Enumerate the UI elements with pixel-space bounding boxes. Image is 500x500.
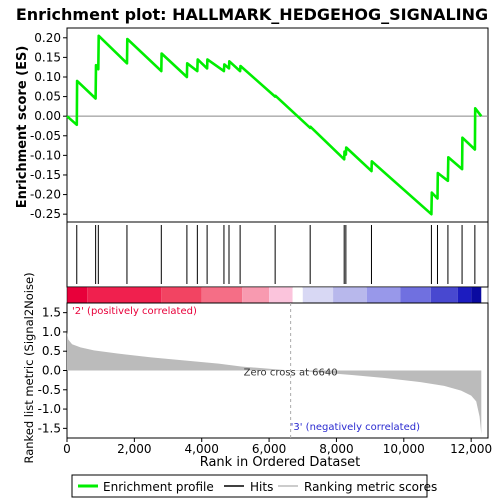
es-y-tick-label: 0.00 xyxy=(34,109,61,123)
metric-panel: -1.5 -1.0 -0.5 0.0 0.5 1.0 1.5 Zero cross at 66… xyxy=(38,302,489,439)
legend: Enrichment profile Hits Ranking metric s… xyxy=(71,474,437,498)
chart-title: Enrichment plot: HALLMARK_HEDGEHOG_SIGNA… xyxy=(16,5,488,24)
positive-correlation-label: '2' (positively correlated) xyxy=(72,306,197,317)
enrichment-profile-line xyxy=(66,34,483,216)
x-tick-label: 10,000 xyxy=(383,442,425,456)
legend-label-hits: Hits xyxy=(250,480,273,494)
hits-frame xyxy=(66,221,489,288)
zero-cross-label: Zero cross at 6640 xyxy=(244,368,338,379)
color-bar-segment xyxy=(471,287,482,303)
hits-panel xyxy=(66,221,489,288)
es-y-tick-label: 0.15 xyxy=(34,50,61,64)
color-bar-segment xyxy=(457,287,472,303)
color-bar-segment xyxy=(430,287,458,303)
es-panel: -0.25 -0.20 -0.15 -0.10 -0.05 0.00 0.05 0.10 0.1… xyxy=(30,27,489,223)
legend-frame xyxy=(71,474,428,498)
color-bar-segment xyxy=(269,287,293,303)
correlation-color-bar xyxy=(66,286,489,304)
x-tick-label: 2,000 xyxy=(117,442,151,456)
es-y-tick-label: -0.10 xyxy=(30,148,61,162)
metric-y-tick-label: -1.5 xyxy=(38,421,61,435)
x-tick-label: 4,000 xyxy=(185,442,219,456)
color-bar-segment xyxy=(333,287,367,303)
legend-label-enrichment: Enrichment profile xyxy=(103,480,214,494)
color-bar-segment xyxy=(242,287,270,303)
x-axis: 0 2,000 4,000 6,000 8,000 10,000 12,000 xyxy=(63,438,492,456)
negative-correlation-label: '3' (negatively correlated) xyxy=(291,422,420,433)
legend-label-metric: Ranking metric scores xyxy=(304,480,437,494)
es-y-axis-label: Enrichment score (ES) xyxy=(15,46,30,209)
color-bar-segment xyxy=(292,287,303,303)
metric-y-tick-label: 0.5 xyxy=(42,344,61,358)
es-y-tick-label: -0.25 xyxy=(30,207,61,221)
x-tick-label: 8,000 xyxy=(319,442,353,456)
color-bar-segment xyxy=(87,287,162,303)
es-y-tick-label: -0.20 xyxy=(30,188,61,202)
es-y-tick-label: 0.05 xyxy=(34,90,61,104)
es-y-tick-label: -0.05 xyxy=(30,129,61,143)
color-bar-segment xyxy=(366,287,401,303)
es-plot-frame xyxy=(66,27,489,223)
x-tick-label: 0 xyxy=(63,442,71,456)
color-bar-segment xyxy=(201,287,243,303)
metric-y-axis-label: Ranked list metric (Signal2Noise) xyxy=(22,272,36,463)
es-y-tick-label: 0.20 xyxy=(34,31,61,45)
es-y-tick-label: 0.10 xyxy=(34,70,61,84)
metric-y-tick-label: -0.5 xyxy=(38,383,61,397)
color-bar-segment xyxy=(161,287,202,303)
x-axis-label: Rank in Ordered Dataset xyxy=(200,455,361,470)
color-bar-segment xyxy=(302,287,334,303)
metric-y-tick-label: -1.0 xyxy=(38,402,61,416)
metric-y-tick-label: 0.0 xyxy=(42,364,61,378)
metric-y-tick-label: 1.5 xyxy=(42,306,61,320)
x-tick-label: 6,000 xyxy=(252,442,286,456)
metric-y-tick-label: 1.0 xyxy=(42,325,61,339)
x-tick-label: 12,000 xyxy=(450,442,492,456)
color-bar-segment xyxy=(67,287,88,303)
color-bar-segment xyxy=(400,287,431,303)
es-y-tick-label: -0.15 xyxy=(30,168,61,182)
